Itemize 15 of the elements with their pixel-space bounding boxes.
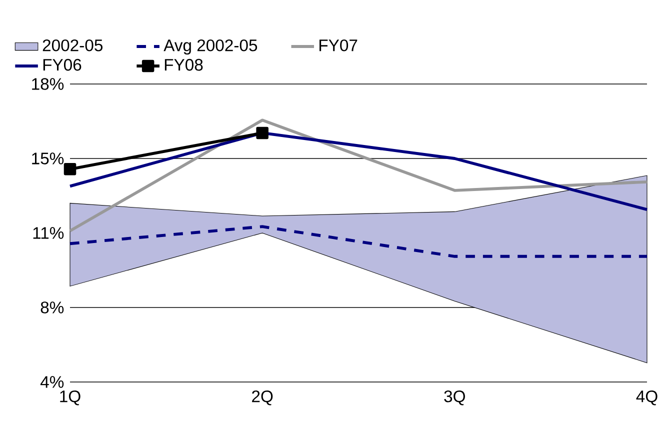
x-tick-label: 4Q (636, 390, 658, 406)
x-tick-label: 2Q (252, 390, 273, 406)
x-tick-label: 3Q (444, 390, 465, 406)
legend-label: 2002-05 (42, 39, 103, 52)
legend-label: FY08 (164, 58, 203, 71)
y-tick-label: 11% (33, 227, 64, 239)
legend-label: Avg 2002-05 (164, 39, 258, 55)
y-tick-label: 15% (32, 152, 64, 164)
line-series (68, 118, 648, 232)
y-tick-label: 8% (40, 302, 64, 314)
y-tick-label: 4% (40, 376, 64, 388)
y-tick-label: 18% (32, 78, 64, 90)
legend-label: FY07 (320, 39, 358, 52)
legend-label: FY06 (43, 58, 82, 71)
x-tick-label: 1Q (60, 390, 80, 406)
